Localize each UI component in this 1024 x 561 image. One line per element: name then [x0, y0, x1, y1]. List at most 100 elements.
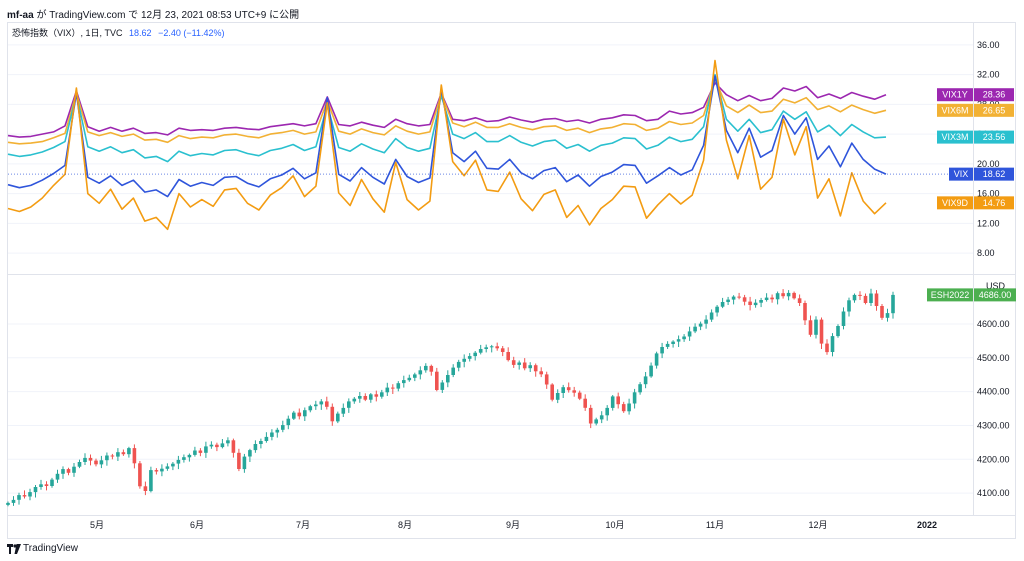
candle-body — [237, 452, 241, 469]
series-line-vix1y — [7, 82, 887, 138]
x-tick-label: 6月 — [190, 520, 204, 530]
candle-body — [770, 297, 774, 300]
candle-body — [775, 293, 780, 300]
series-last-value: 14.76 — [983, 198, 1006, 208]
candle-body — [869, 293, 873, 303]
candle-body — [231, 440, 236, 453]
candle-body — [116, 452, 120, 457]
series-badge-vix1y — [937, 88, 973, 102]
candle-body — [819, 319, 824, 344]
candle-body — [28, 492, 32, 497]
candle-body — [440, 382, 445, 390]
candle-body — [407, 377, 412, 381]
candle-body — [484, 347, 488, 349]
candle-body — [314, 404, 318, 407]
candle-body — [281, 425, 285, 430]
candle-body — [599, 415, 604, 420]
candle-body — [511, 360, 516, 365]
x-tick-label: 12月 — [808, 520, 827, 530]
x-tick-label: 10月 — [605, 520, 624, 530]
candle-body — [182, 457, 186, 460]
y-tick-label: 4400.00 — [977, 387, 1010, 397]
candle-body — [720, 302, 725, 307]
candle-body — [847, 300, 851, 312]
candle-body — [874, 293, 879, 306]
candle-body — [391, 387, 395, 389]
candle-body — [198, 450, 203, 453]
candle-body — [550, 384, 554, 400]
candle-body — [731, 296, 736, 300]
candle-body — [22, 495, 27, 497]
candle-body — [72, 466, 76, 473]
candle-body — [435, 371, 439, 390]
candle-body — [50, 479, 54, 486]
series-badge-vix9d — [937, 196, 973, 210]
candle-body — [17, 495, 21, 500]
price-badges: VIX1Y 28.36 VIX6M 26.65 VIX3M 23.56 VIX 18.62 VI… — [927, 88, 1016, 302]
candle-body — [264, 436, 269, 441]
series-label-vix9d: VIX9D — [942, 198, 969, 208]
candle-body — [506, 352, 510, 361]
candle-body — [495, 346, 499, 349]
candle-body — [808, 320, 813, 335]
candle-body — [424, 365, 428, 371]
candle-body — [446, 375, 450, 383]
es-symbol-label: ESH2022 — [931, 290, 970, 300]
candle-body — [572, 390, 576, 393]
es-last-badge — [974, 288, 1016, 302]
series-line-vix3m — [7, 73, 887, 163]
y-tick-label: 32.00 — [977, 70, 1000, 80]
chart-title: 恐怖指数（VIX）, 1日, TVC — [12, 28, 123, 38]
series-value-badge — [974, 103, 1014, 117]
candle-body — [248, 450, 252, 457]
x-tick-label: 9月 — [506, 520, 520, 530]
candle-body — [627, 403, 631, 412]
series-badge-vix — [949, 167, 973, 181]
candle-body — [792, 292, 796, 299]
candle-body — [61, 469, 65, 474]
series-value-badge — [974, 88, 1014, 102]
y-tick-label: 4100.00 — [977, 488, 1010, 498]
candle-body — [836, 326, 840, 337]
series-badge-vix6m — [937, 103, 973, 117]
candle-body — [566, 387, 571, 391]
candle-body — [11, 499, 16, 503]
y-tick-label: 4200.00 — [977, 454, 1010, 464]
candle-body — [858, 294, 862, 296]
candle-body — [44, 484, 49, 486]
candle-body — [742, 297, 747, 302]
currency-label: USD — [986, 281, 1006, 291]
candle-body — [726, 299, 730, 302]
y-tick-label: 20.00 — [977, 159, 1000, 169]
candle-body — [325, 401, 329, 407]
candle-body — [704, 319, 708, 324]
candle-body — [369, 394, 373, 400]
candle-body — [94, 460, 98, 465]
candle-body — [594, 419, 598, 424]
candle-body — [737, 296, 741, 298]
author-name[interactable]: mf-aa — [7, 10, 34, 21]
time-axis: 5月 6月 7月 8月 9月 10月 11月 12月 2022 — [90, 520, 937, 530]
candle-body — [297, 412, 302, 417]
y-tick-label: 36.00 — [977, 40, 1000, 50]
series-label-vix: VIX — [954, 169, 969, 179]
candle-body — [193, 450, 197, 455]
candle-body — [489, 346, 494, 348]
candle-body — [171, 463, 175, 467]
candle-body — [220, 443, 225, 448]
candle-body — [6, 502, 10, 505]
candle-body — [533, 365, 538, 372]
candle-body — [500, 348, 505, 352]
candle-body — [786, 292, 791, 297]
candle-body — [764, 297, 769, 300]
candle-body — [863, 295, 868, 303]
candle-body — [418, 370, 423, 375]
candle-body — [528, 365, 532, 369]
candle-body — [39, 484, 43, 487]
candle-body — [275, 429, 280, 433]
candle-body — [215, 444, 219, 448]
candle-body — [676, 339, 681, 342]
candle-body — [286, 418, 291, 426]
candle-body — [429, 365, 434, 372]
